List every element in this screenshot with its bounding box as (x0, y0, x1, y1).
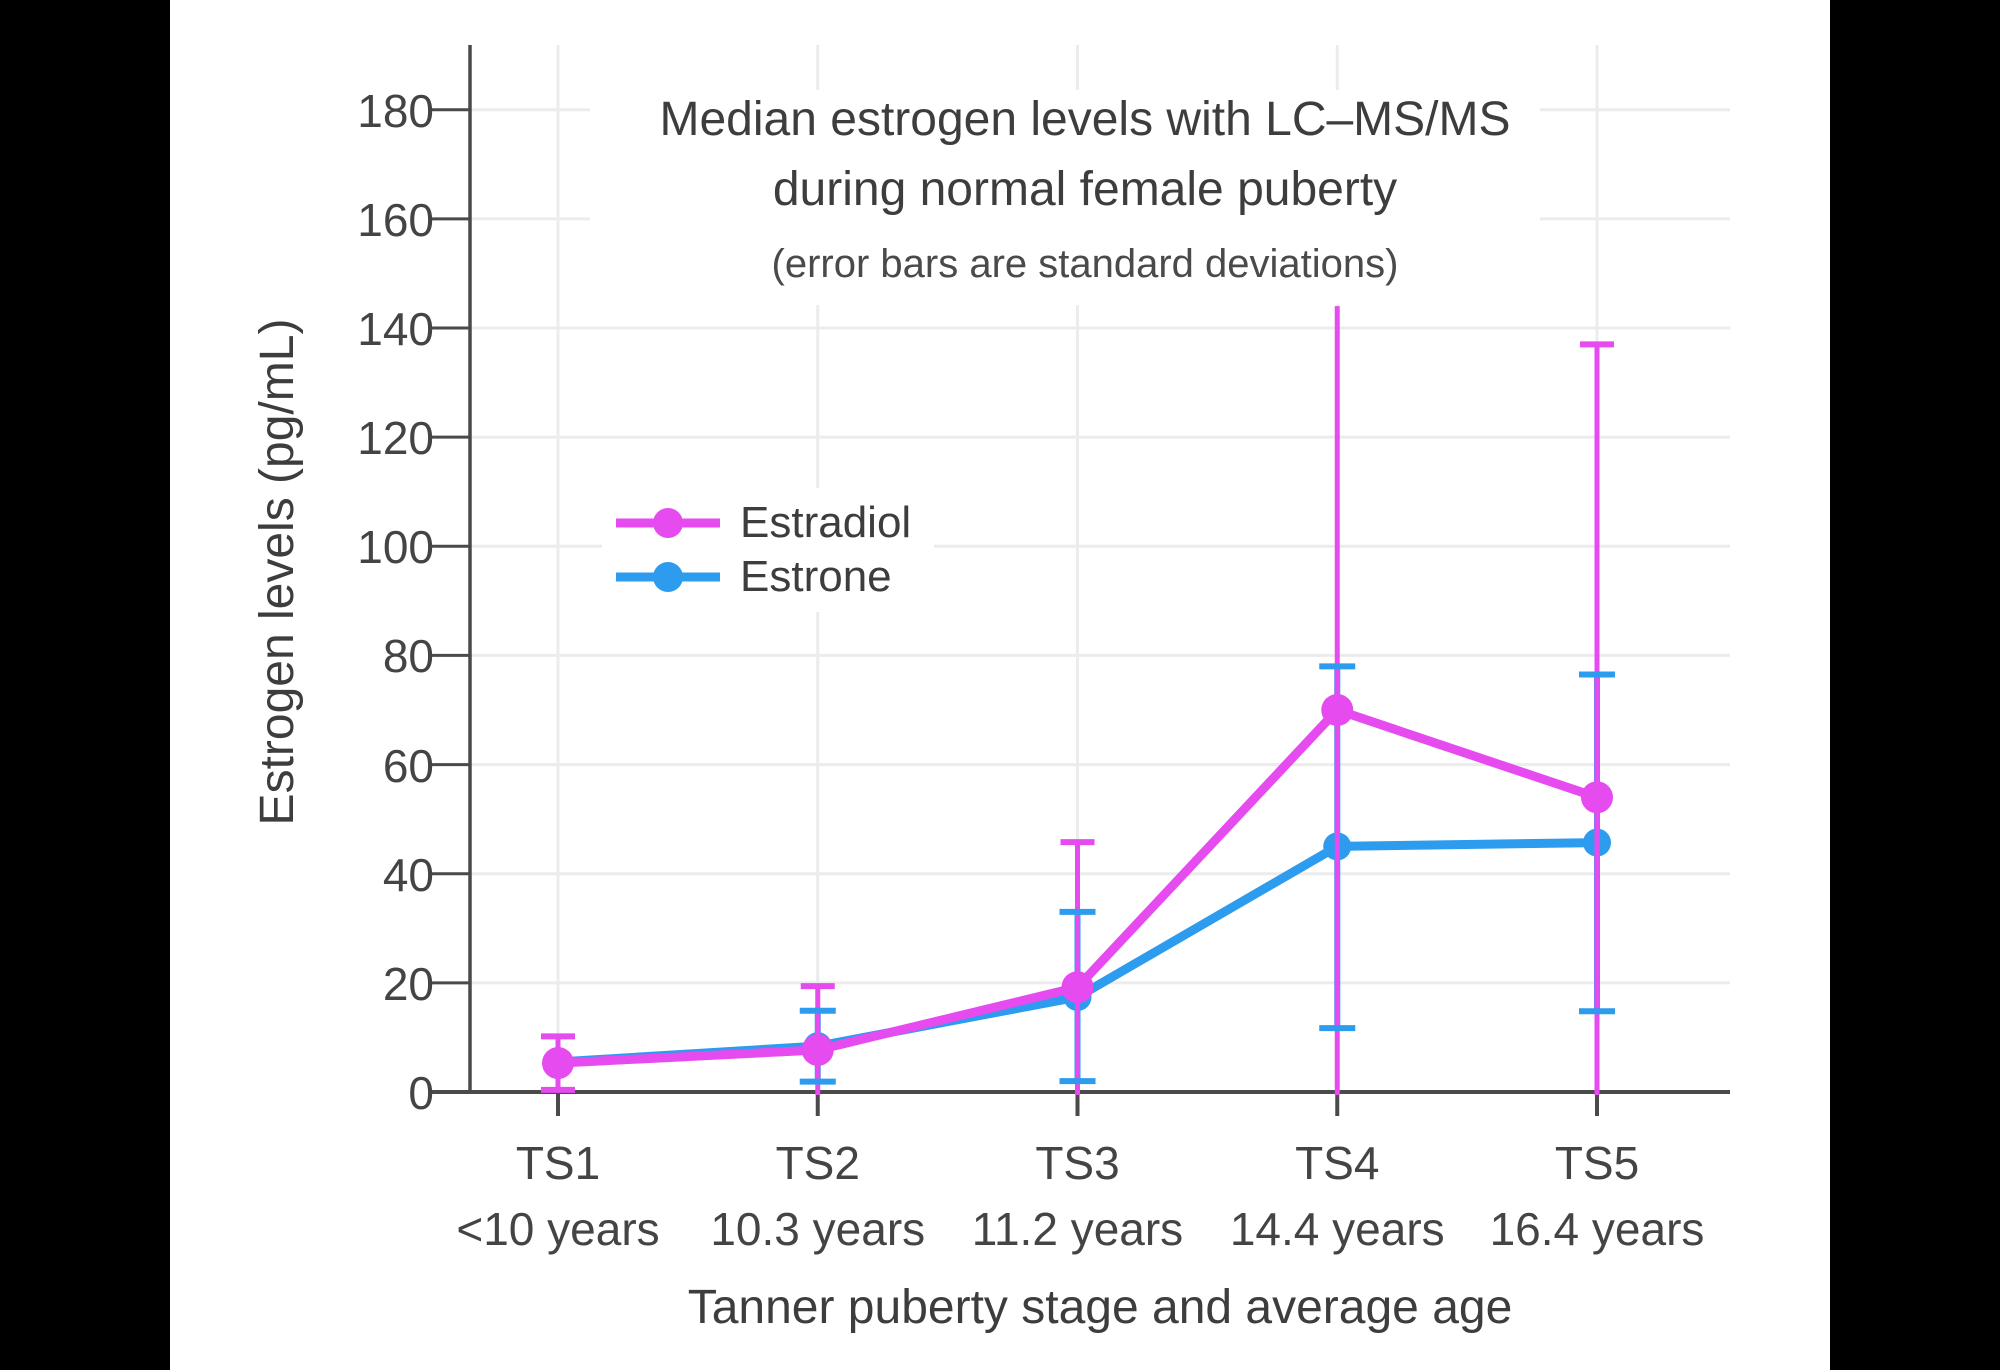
x-tick-age-label: 14.4 years (1229, 1203, 1445, 1255)
x-tick-stage-label: TS2 (775, 1137, 860, 1189)
legend-label: Estradiol (740, 498, 912, 547)
y-tick-label: 120 (357, 412, 434, 465)
chart-title-line2: during normal female puberty (772, 163, 1398, 216)
y-tick-label: 60 (382, 739, 434, 792)
legend-label: Estrone (740, 552, 892, 601)
x-tick-stage-label: TS3 (1035, 1137, 1120, 1189)
x-tick-age-label: 11.2 years (971, 1203, 1184, 1255)
chart-subtitle: (error bars are standard deviations) (771, 242, 1399, 286)
x-tick-age-label: <10 years (456, 1203, 660, 1255)
estradiol-point (542, 1047, 574, 1080)
y-tick-label: 40 (382, 848, 434, 901)
y-tick-label: 140 (357, 303, 434, 355)
x-tick-stage-label: TS4 (1295, 1137, 1380, 1189)
y-tick-label: 80 (382, 630, 434, 683)
y-tick-label: 160 (357, 193, 434, 246)
estradiol-point (1581, 781, 1613, 814)
legend-sample-line (616, 562, 720, 592)
y-tick-label: 0 (408, 1067, 434, 1119)
y-tick-label: 100 (357, 521, 434, 574)
legend-sample-line (616, 508, 720, 538)
y-tick-label: 180 (357, 84, 434, 137)
x-axis-title: Tanner puberty stage and average age (687, 1281, 1513, 1334)
x-tick-age-label: 10.3 years (710, 1203, 926, 1255)
x-tick-age-label: 16.4 years (1489, 1203, 1705, 1255)
legend-item-estrone[interactable]: Estrone (612, 550, 934, 604)
legend-item-estradiol[interactable]: Estradiol (612, 496, 934, 550)
estradiol-point (801, 1033, 834, 1066)
x-tick-stage-label: TS1 (515, 1137, 601, 1189)
x-tick-stage-label: TS5 (1554, 1137, 1640, 1189)
chart-legend: Estradiol Estrone (602, 488, 934, 612)
y-axis-title: Estrogen levels (pg/mL) (251, 318, 304, 826)
title-background (590, 90, 1540, 305)
y-tick-label: 20 (382, 957, 434, 1010)
estradiol-point (1061, 971, 1094, 1004)
chart-title-line1: Median estrogen levels with LC–MS/MS (659, 93, 1511, 146)
estradiol-point (1321, 694, 1354, 726)
